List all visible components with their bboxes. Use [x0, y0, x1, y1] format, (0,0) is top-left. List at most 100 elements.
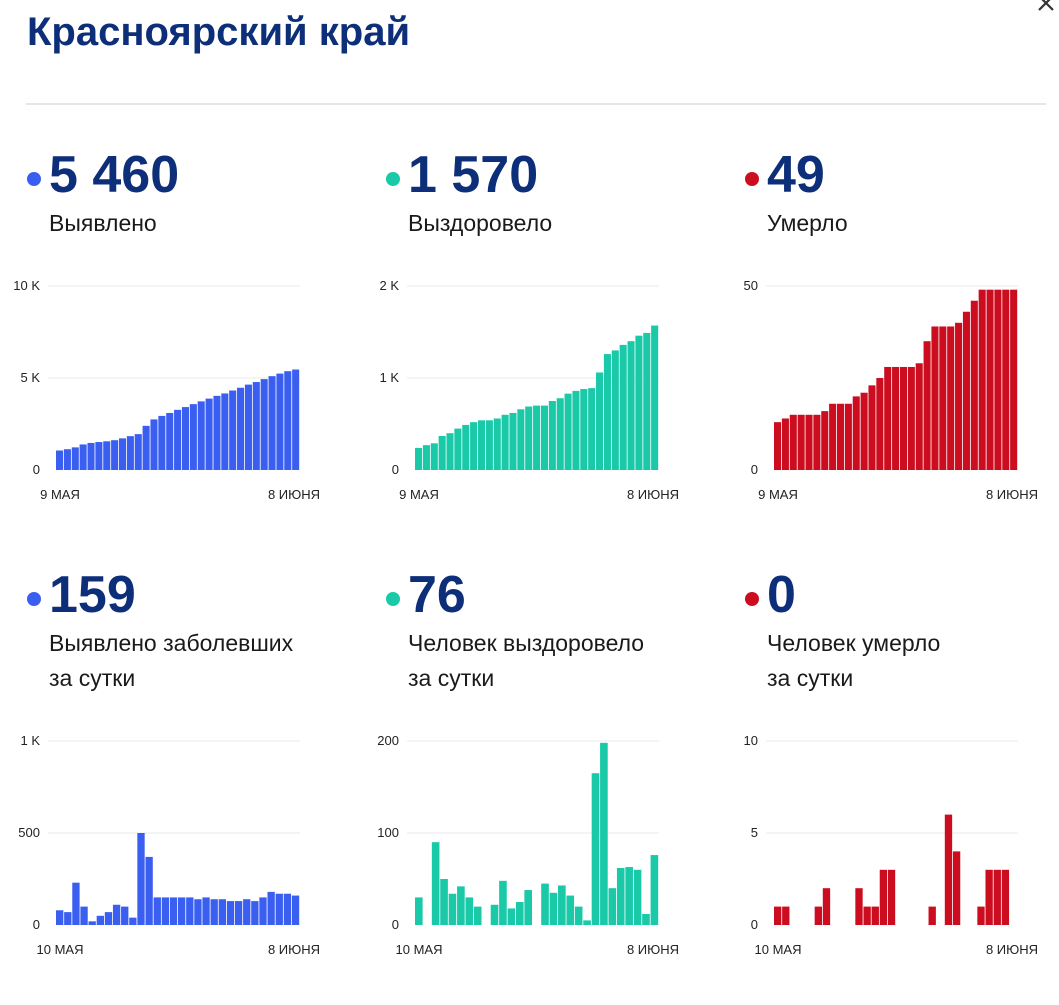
bar [454, 428, 462, 470]
bar [103, 441, 111, 470]
bar [625, 867, 633, 925]
bar [244, 384, 252, 470]
y-tick-label: 0 [751, 462, 758, 477]
bar [635, 335, 643, 470]
bar [499, 880, 507, 925]
bar [923, 341, 931, 470]
card-died: 49 Умерло [745, 145, 1059, 585]
stat-label: Выздоровело [408, 210, 553, 236]
y-tick-label: 0 [33, 462, 40, 477]
card-detected-daily: 159 Выявлено заболевших за сутки [27, 565, 357, 1005]
bar [96, 915, 104, 925]
x-tick-label-end: 8 ИЮНЯ [627, 942, 679, 957]
bar [947, 326, 955, 470]
bar [549, 892, 558, 925]
bar [643, 332, 651, 470]
bar [558, 885, 566, 925]
bar [608, 888, 617, 925]
bar [493, 418, 501, 470]
bar [291, 895, 300, 925]
bar [821, 411, 829, 470]
bar [616, 867, 625, 925]
bar [619, 344, 627, 470]
bar [797, 414, 805, 470]
bar [485, 420, 493, 470]
bar [80, 906, 88, 925]
bar [186, 897, 194, 925]
stat-label: Выявлено заболевших [49, 630, 294, 656]
stat-value: 0 [767, 566, 796, 624]
bar [121, 906, 129, 925]
y-tick-label: 0 [392, 462, 399, 477]
chart-detected-daily: 0 500 1 K 10 МАЯ 8 ИЮНЯ [18, 733, 320, 957]
y-tick-label: 1 K [379, 370, 399, 385]
x-tick-label-start: 10 МАЯ [37, 942, 84, 957]
bar [633, 869, 642, 925]
bar [440, 879, 448, 925]
bar [899, 366, 908, 470]
divider [26, 103, 1046, 105]
bar [928, 906, 936, 925]
close-icon[interactable] [1035, 0, 1057, 14]
bar [457, 886, 465, 925]
bar [774, 422, 782, 470]
chart-died-total: 0 50 9 МАЯ 8 ИЮНЯ [744, 278, 1039, 502]
x-tick-label-end: 8 ИЮНЯ [268, 487, 320, 502]
bar [111, 440, 119, 470]
bar [574, 906, 583, 925]
bar [470, 422, 478, 470]
bar [134, 434, 142, 470]
bar [112, 904, 121, 925]
chart-recovered-daily: 0 100 200 10 МАЯ 8 ИЮНЯ [377, 733, 679, 957]
bar [150, 419, 158, 470]
bar [985, 869, 993, 925]
stat-value: 76 [408, 566, 466, 624]
bar [430, 443, 438, 470]
bar [145, 856, 153, 925]
bar [524, 890, 532, 925]
bar [126, 436, 134, 470]
bar [994, 289, 1002, 470]
bar [501, 414, 509, 470]
y-tick-label: 10 K [13, 278, 40, 293]
bar [591, 773, 600, 925]
bar [515, 902, 524, 925]
bar [884, 366, 892, 470]
bar [978, 289, 986, 470]
bar [431, 842, 440, 925]
x-tick-label-start: 9 МАЯ [399, 487, 439, 502]
bar [814, 906, 822, 925]
bar [611, 350, 619, 470]
bar [642, 913, 650, 925]
bar [556, 398, 564, 470]
series-dot [745, 172, 759, 186]
card-recovered: 1 570 Выздоровело [386, 145, 716, 585]
card-recovered-daily: 76 Человек выздоровело за сутки [386, 565, 716, 1005]
bar [129, 917, 137, 925]
stat-label: Выявлено [49, 210, 157, 236]
bar [473, 906, 482, 925]
bar [836, 403, 845, 470]
bar [1001, 869, 1010, 925]
bar [465, 897, 474, 925]
x-tick-label-start: 10 МАЯ [755, 942, 802, 957]
y-tick-label: 0 [751, 917, 758, 932]
x-tick-label-end: 8 ИЮНЯ [627, 487, 679, 502]
bar [202, 897, 210, 925]
bar [931, 326, 939, 470]
bar [161, 897, 170, 925]
bar [572, 390, 580, 470]
bar [548, 401, 556, 470]
bar [221, 393, 229, 470]
y-tick-label: 200 [377, 733, 399, 748]
bar [955, 322, 963, 470]
bar [829, 403, 837, 470]
chart-detected-total: 0 5 K 10 K 9 МАЯ 8 ИЮНЯ [13, 278, 320, 502]
bar [993, 869, 1001, 925]
card-died-daily: 0 Человек умерло за сутки [745, 565, 1059, 1005]
bar [540, 405, 549, 470]
bar [95, 442, 103, 470]
bar [871, 906, 879, 925]
y-tick-label: 100 [377, 825, 399, 840]
series-dot [386, 172, 400, 186]
